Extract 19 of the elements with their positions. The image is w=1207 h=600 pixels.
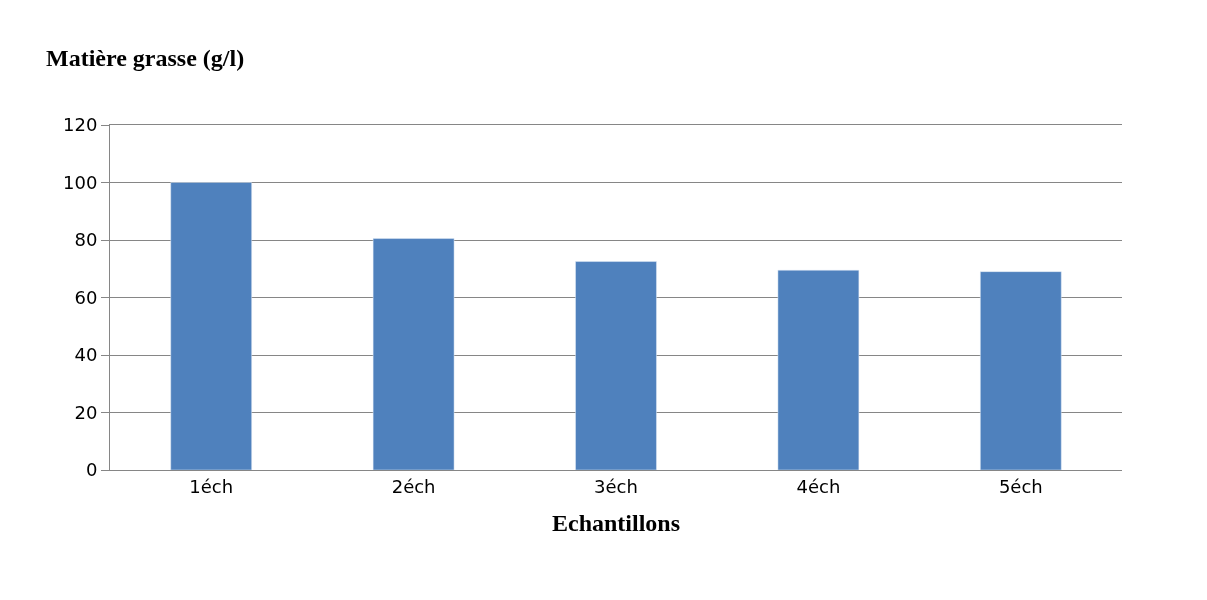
- bar: [575, 261, 657, 470]
- y-tick-label: 40: [74, 344, 98, 366]
- y-tick-label: 120: [63, 114, 98, 136]
- y-tick-label: 60: [74, 286, 98, 308]
- x-tick-label: 5éch: [998, 475, 1043, 497]
- bar: [170, 182, 252, 470]
- x-axis-title: Echantillons: [551, 509, 681, 536]
- bar: [980, 271, 1062, 470]
- y-tick-label: 0: [85, 459, 98, 481]
- y-axis-title: Matière grasse (g/l): [46, 45, 245, 71]
- x-tick-label: 2éch: [391, 475, 436, 497]
- x-tick-label: 4éch: [796, 475, 841, 497]
- bar: [777, 269, 860, 470]
- y-tick-label: 100: [63, 171, 98, 193]
- y-tick-label: 20: [74, 401, 98, 423]
- x-tick-label: 3éch: [594, 475, 638, 497]
- bar: [372, 238, 455, 470]
- x-tick-label: 1éch: [189, 475, 234, 497]
- y-tick-label: 80: [74, 229, 98, 251]
